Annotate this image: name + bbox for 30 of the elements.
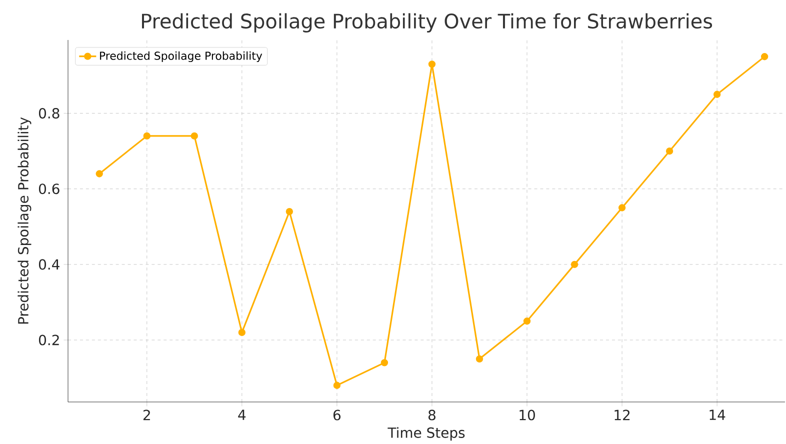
point [380, 359, 388, 366]
point [760, 53, 768, 60]
y-axis-title: Predicted Spoilage Probability [18, 117, 32, 324]
point [428, 60, 436, 68]
point [96, 170, 103, 178]
point [190, 132, 198, 140]
point [570, 260, 578, 268]
point [476, 355, 484, 362]
y-tick-label: 0.6 [38, 184, 60, 194]
point [238, 328, 246, 336]
x-tick-label: 8 [428, 410, 436, 420]
x-axis-title: Time Steps [388, 427, 465, 441]
point [618, 204, 626, 212]
point [713, 90, 721, 98]
point [333, 382, 341, 389]
point [523, 318, 531, 325]
x-tick-label: 4 [238, 410, 246, 420]
y-tick-label: 0.8 [38, 108, 60, 119]
x-tick-label: 14 [710, 410, 726, 420]
y-tick-label: 0.4 [38, 259, 60, 270]
chart-title: Predicted Spoilage Probability Over Time for Strawberries [142, 13, 712, 32]
x-tick-label: 12 [614, 410, 630, 420]
x-tick-label: 2 [143, 410, 150, 420]
legend-label: Predicted Spoilage Probability [100, 51, 262, 62]
point [666, 147, 674, 155]
y-tick-label: 0.2 [38, 334, 59, 346]
x-tick-label: 10 [520, 410, 535, 420]
x-tick-label: 6 [333, 410, 341, 420]
point [143, 132, 150, 140]
point [286, 208, 294, 216]
